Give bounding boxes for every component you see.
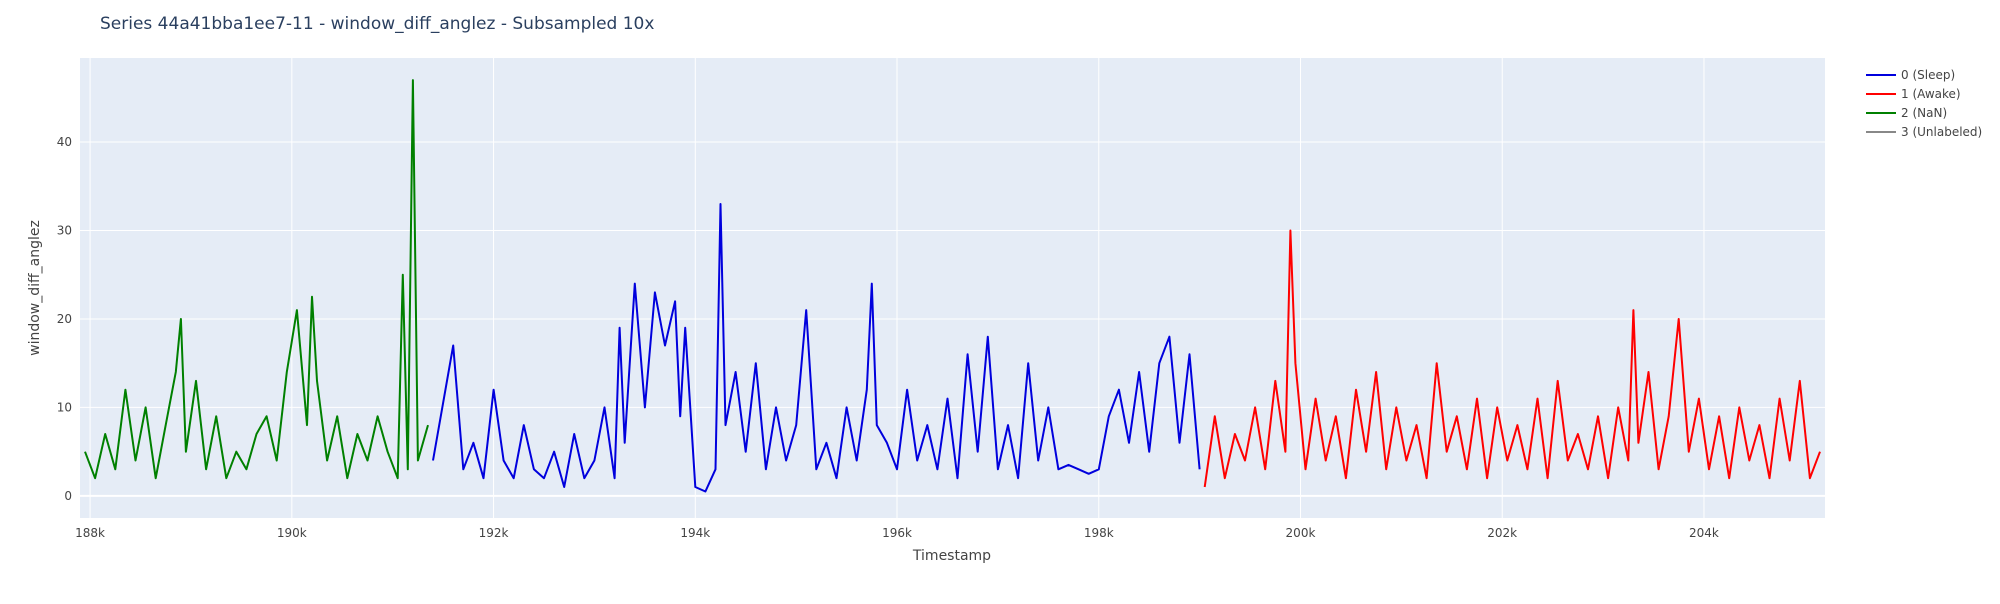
legend-item[interactable]: 2 (NaN)	[1866, 106, 1947, 120]
legend-item[interactable]: 3 (Unlabeled)	[1866, 125, 1982, 139]
x-tick-label: 202k	[1487, 526, 1517, 540]
y-tick-label: 20	[57, 312, 72, 326]
grid	[80, 58, 1825, 518]
legend: 0 (Sleep) 1 (Awake) 2 (NaN) 3 (Unlabeled)	[1866, 68, 1982, 139]
y-axis-label: window_diff_anglez	[27, 220, 43, 356]
x-tick-label: 204k	[1689, 526, 1719, 540]
series-line	[1203, 229, 1821, 488]
x-tick-label: 188k	[75, 526, 105, 540]
legend-label: 2 (NaN)	[1901, 106, 1947, 120]
legend-item[interactable]: 0 (Sleep)	[1866, 68, 1955, 82]
legend-label: 1 (Awake)	[1901, 87, 1961, 101]
y-axis-ticks: 0 10 20 30 40	[57, 135, 72, 503]
x-tick-label: 196k	[882, 526, 912, 540]
legend-label: 0 (Sleep)	[1901, 68, 1955, 82]
legend-label: 3 (Unlabeled)	[1901, 125, 1982, 139]
series-line	[432, 203, 1201, 493]
x-tick-label: 200k	[1286, 526, 1316, 540]
series-lines	[84, 79, 1821, 493]
x-tick-label: 198k	[1084, 526, 1114, 540]
y-tick-label: 10	[57, 400, 72, 414]
x-axis-label: Timestamp	[912, 548, 991, 564]
y-tick-label: 0	[64, 489, 72, 503]
y-tick-label: 40	[57, 135, 72, 149]
chart-title: Series 44a41bba1ee7-11 - window_diff_ang…	[100, 14, 654, 34]
y-tick-label: 30	[57, 224, 72, 238]
series-line	[84, 79, 429, 480]
x-tick-label: 194k	[680, 526, 710, 540]
x-tick-label: 190k	[277, 526, 307, 540]
x-tick-label: 192k	[479, 526, 509, 540]
legend-item[interactable]: 1 (Awake)	[1866, 87, 1961, 101]
x-axis-ticks: 188k 190k 192k 194k 196k 198k 200k 202k 204k	[75, 526, 1719, 540]
